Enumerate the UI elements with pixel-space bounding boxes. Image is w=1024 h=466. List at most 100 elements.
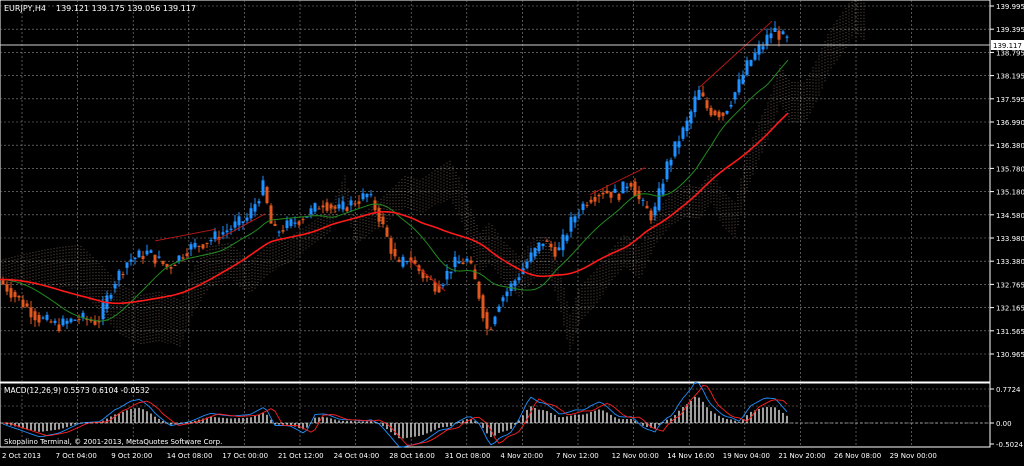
slow-ma-line bbox=[0, 112, 789, 305]
candle-body bbox=[657, 188, 661, 211]
candle-body bbox=[369, 194, 373, 196]
candle-body bbox=[13, 291, 17, 298]
candle-body bbox=[117, 270, 121, 281]
candle-body bbox=[77, 319, 81, 321]
candle-body bbox=[409, 257, 413, 263]
candle-body bbox=[661, 183, 665, 195]
candle-body bbox=[593, 196, 597, 202]
candle-body bbox=[385, 227, 389, 237]
candle-body bbox=[25, 303, 29, 307]
candle-body bbox=[769, 33, 773, 39]
candle-body bbox=[617, 193, 621, 200]
time-tick-label: 12 Nov 00:00 bbox=[612, 452, 659, 460]
candle-body bbox=[125, 262, 129, 268]
trend-lines[interactable] bbox=[154, 20, 773, 292]
candle-body bbox=[473, 269, 477, 280]
candle-body bbox=[605, 190, 609, 194]
candle-body bbox=[721, 112, 725, 116]
trend-line bbox=[214, 213, 266, 242]
candle-body bbox=[361, 193, 365, 200]
candle-body bbox=[21, 299, 25, 308]
signal-line bbox=[3, 384, 788, 446]
candle-body bbox=[741, 74, 745, 84]
macd-tick-label: 0.7724 bbox=[996, 386, 1021, 394]
candle-body bbox=[465, 258, 469, 262]
candle-body bbox=[149, 250, 153, 253]
price-tick-label: 136.990 bbox=[996, 119, 1024, 127]
candle-body bbox=[393, 248, 397, 257]
time-axis[interactable]: 2 Oct 2013 7 Oct 04:00 9 Oct 20:00 14 Oct 0… bbox=[2, 452, 937, 460]
candle-body bbox=[629, 183, 633, 187]
candle-body bbox=[261, 180, 265, 196]
time-tick-label: 21 Oct 12:00 bbox=[278, 452, 324, 460]
price-tick-label: 133.380 bbox=[996, 258, 1024, 266]
candle-body bbox=[325, 202, 329, 211]
candle-body bbox=[197, 245, 201, 247]
candle-body bbox=[717, 111, 721, 118]
candle-body bbox=[233, 221, 237, 228]
price-tick-label: 134.580 bbox=[996, 212, 1024, 220]
candle-body bbox=[441, 284, 445, 286]
time-tick-label: 14 Nov 16:00 bbox=[667, 452, 714, 460]
candle-body bbox=[133, 257, 137, 260]
candle-body bbox=[273, 223, 277, 226]
candle-body bbox=[697, 90, 701, 100]
candle-body bbox=[673, 141, 677, 157]
candle-body bbox=[225, 230, 229, 233]
candle-body bbox=[41, 317, 45, 319]
price-tick-label: 132.765 bbox=[996, 281, 1024, 289]
candle-body bbox=[373, 200, 377, 211]
candle-body bbox=[557, 247, 561, 251]
candle-body bbox=[173, 264, 177, 267]
price-tick-label: 139.995 bbox=[996, 3, 1024, 11]
candle-body bbox=[37, 315, 41, 323]
candle-body bbox=[333, 206, 337, 209]
candle-body bbox=[157, 256, 161, 258]
candle-body bbox=[437, 284, 441, 293]
time-tick-label: 14 Oct 08:00 bbox=[167, 452, 213, 460]
candle-body bbox=[73, 319, 77, 321]
candle-body bbox=[293, 222, 297, 224]
time-tick-label: 7 Nov 12:00 bbox=[556, 452, 599, 460]
candle-body bbox=[613, 188, 617, 193]
price-panel[interactable]: EURJPY,H4 139.121 139.175 139.056 139.11… bbox=[0, 0, 991, 383]
candle-body bbox=[253, 204, 257, 212]
candle-body bbox=[353, 203, 357, 205]
candle-body bbox=[433, 281, 437, 292]
candle-body bbox=[285, 220, 289, 229]
price-grid bbox=[0, 0, 990, 382]
candle-body bbox=[209, 239, 213, 242]
time-tick-label: 31 Oct 08:00 bbox=[445, 452, 491, 460]
price-tick-label: 135.180 bbox=[996, 189, 1024, 197]
candle-body bbox=[153, 254, 157, 264]
candle-body bbox=[113, 284, 117, 289]
candle-body bbox=[269, 205, 273, 224]
candle-body bbox=[389, 238, 393, 254]
candle-body bbox=[421, 270, 425, 279]
price-tick-label: 130.965 bbox=[996, 351, 1024, 359]
macd-axis[interactable]: 0.7724 0.00 -0.5024 bbox=[990, 386, 1024, 449]
candle-body bbox=[541, 243, 545, 247]
candle-body bbox=[317, 208, 321, 210]
candle-body bbox=[585, 204, 589, 206]
candle-body bbox=[289, 219, 293, 226]
price-tick-label: 131.565 bbox=[996, 328, 1024, 336]
candle-body bbox=[245, 217, 249, 221]
candle-body bbox=[49, 321, 53, 323]
time-tick-label: 9 Oct 20:00 bbox=[111, 452, 152, 460]
candle-body bbox=[357, 201, 361, 204]
candle-body bbox=[17, 295, 21, 298]
candle-body bbox=[65, 320, 69, 324]
macd-panel[interactable]: MACD(12,26,9) 0.5573 0.6104 -0.0532 Skop… bbox=[0, 381, 991, 448]
candle-body bbox=[121, 274, 125, 276]
candle-body bbox=[689, 111, 693, 124]
candle-body bbox=[401, 256, 405, 267]
candle-body bbox=[569, 216, 573, 232]
price-axis[interactable]: 139.995 139.395 138.795 138.195 137.595 136.9… bbox=[990, 3, 1024, 359]
symbol-label: EURJPY,H4 bbox=[4, 4, 46, 13]
candle-body bbox=[609, 191, 613, 198]
trend-line bbox=[699, 20, 773, 88]
candle-body bbox=[321, 205, 325, 208]
candle-body bbox=[713, 110, 717, 116]
